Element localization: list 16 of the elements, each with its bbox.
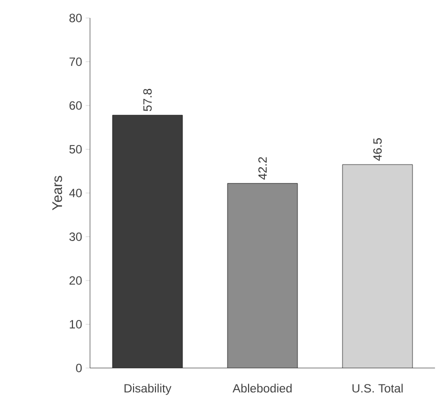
data-label: 46.5 [373, 138, 382, 161]
x-tick-label: U.S. Total [352, 384, 403, 393]
y-tick-label: 0 [76, 364, 82, 372]
y-tick-label: 20 [70, 276, 82, 285]
y-tick-label: 10 [70, 320, 82, 328]
y-tick-label: 60 [70, 101, 82, 110]
y-tick-label: 30 [69, 232, 82, 241]
y-tick-label: 50 [69, 145, 82, 154]
data-label: 57.8 [143, 88, 152, 112]
y-axis-title: Years [52, 176, 62, 210]
x-tick-label: Disability [124, 384, 172, 395]
x-tick-label: Ablebodied [232, 384, 292, 393]
y-tick-label: 40 [69, 188, 82, 198]
data-label: 42.2 [258, 157, 267, 180]
y-tick-label: 80 [69, 14, 82, 22]
y-tick-label: 70 [70, 58, 82, 66]
